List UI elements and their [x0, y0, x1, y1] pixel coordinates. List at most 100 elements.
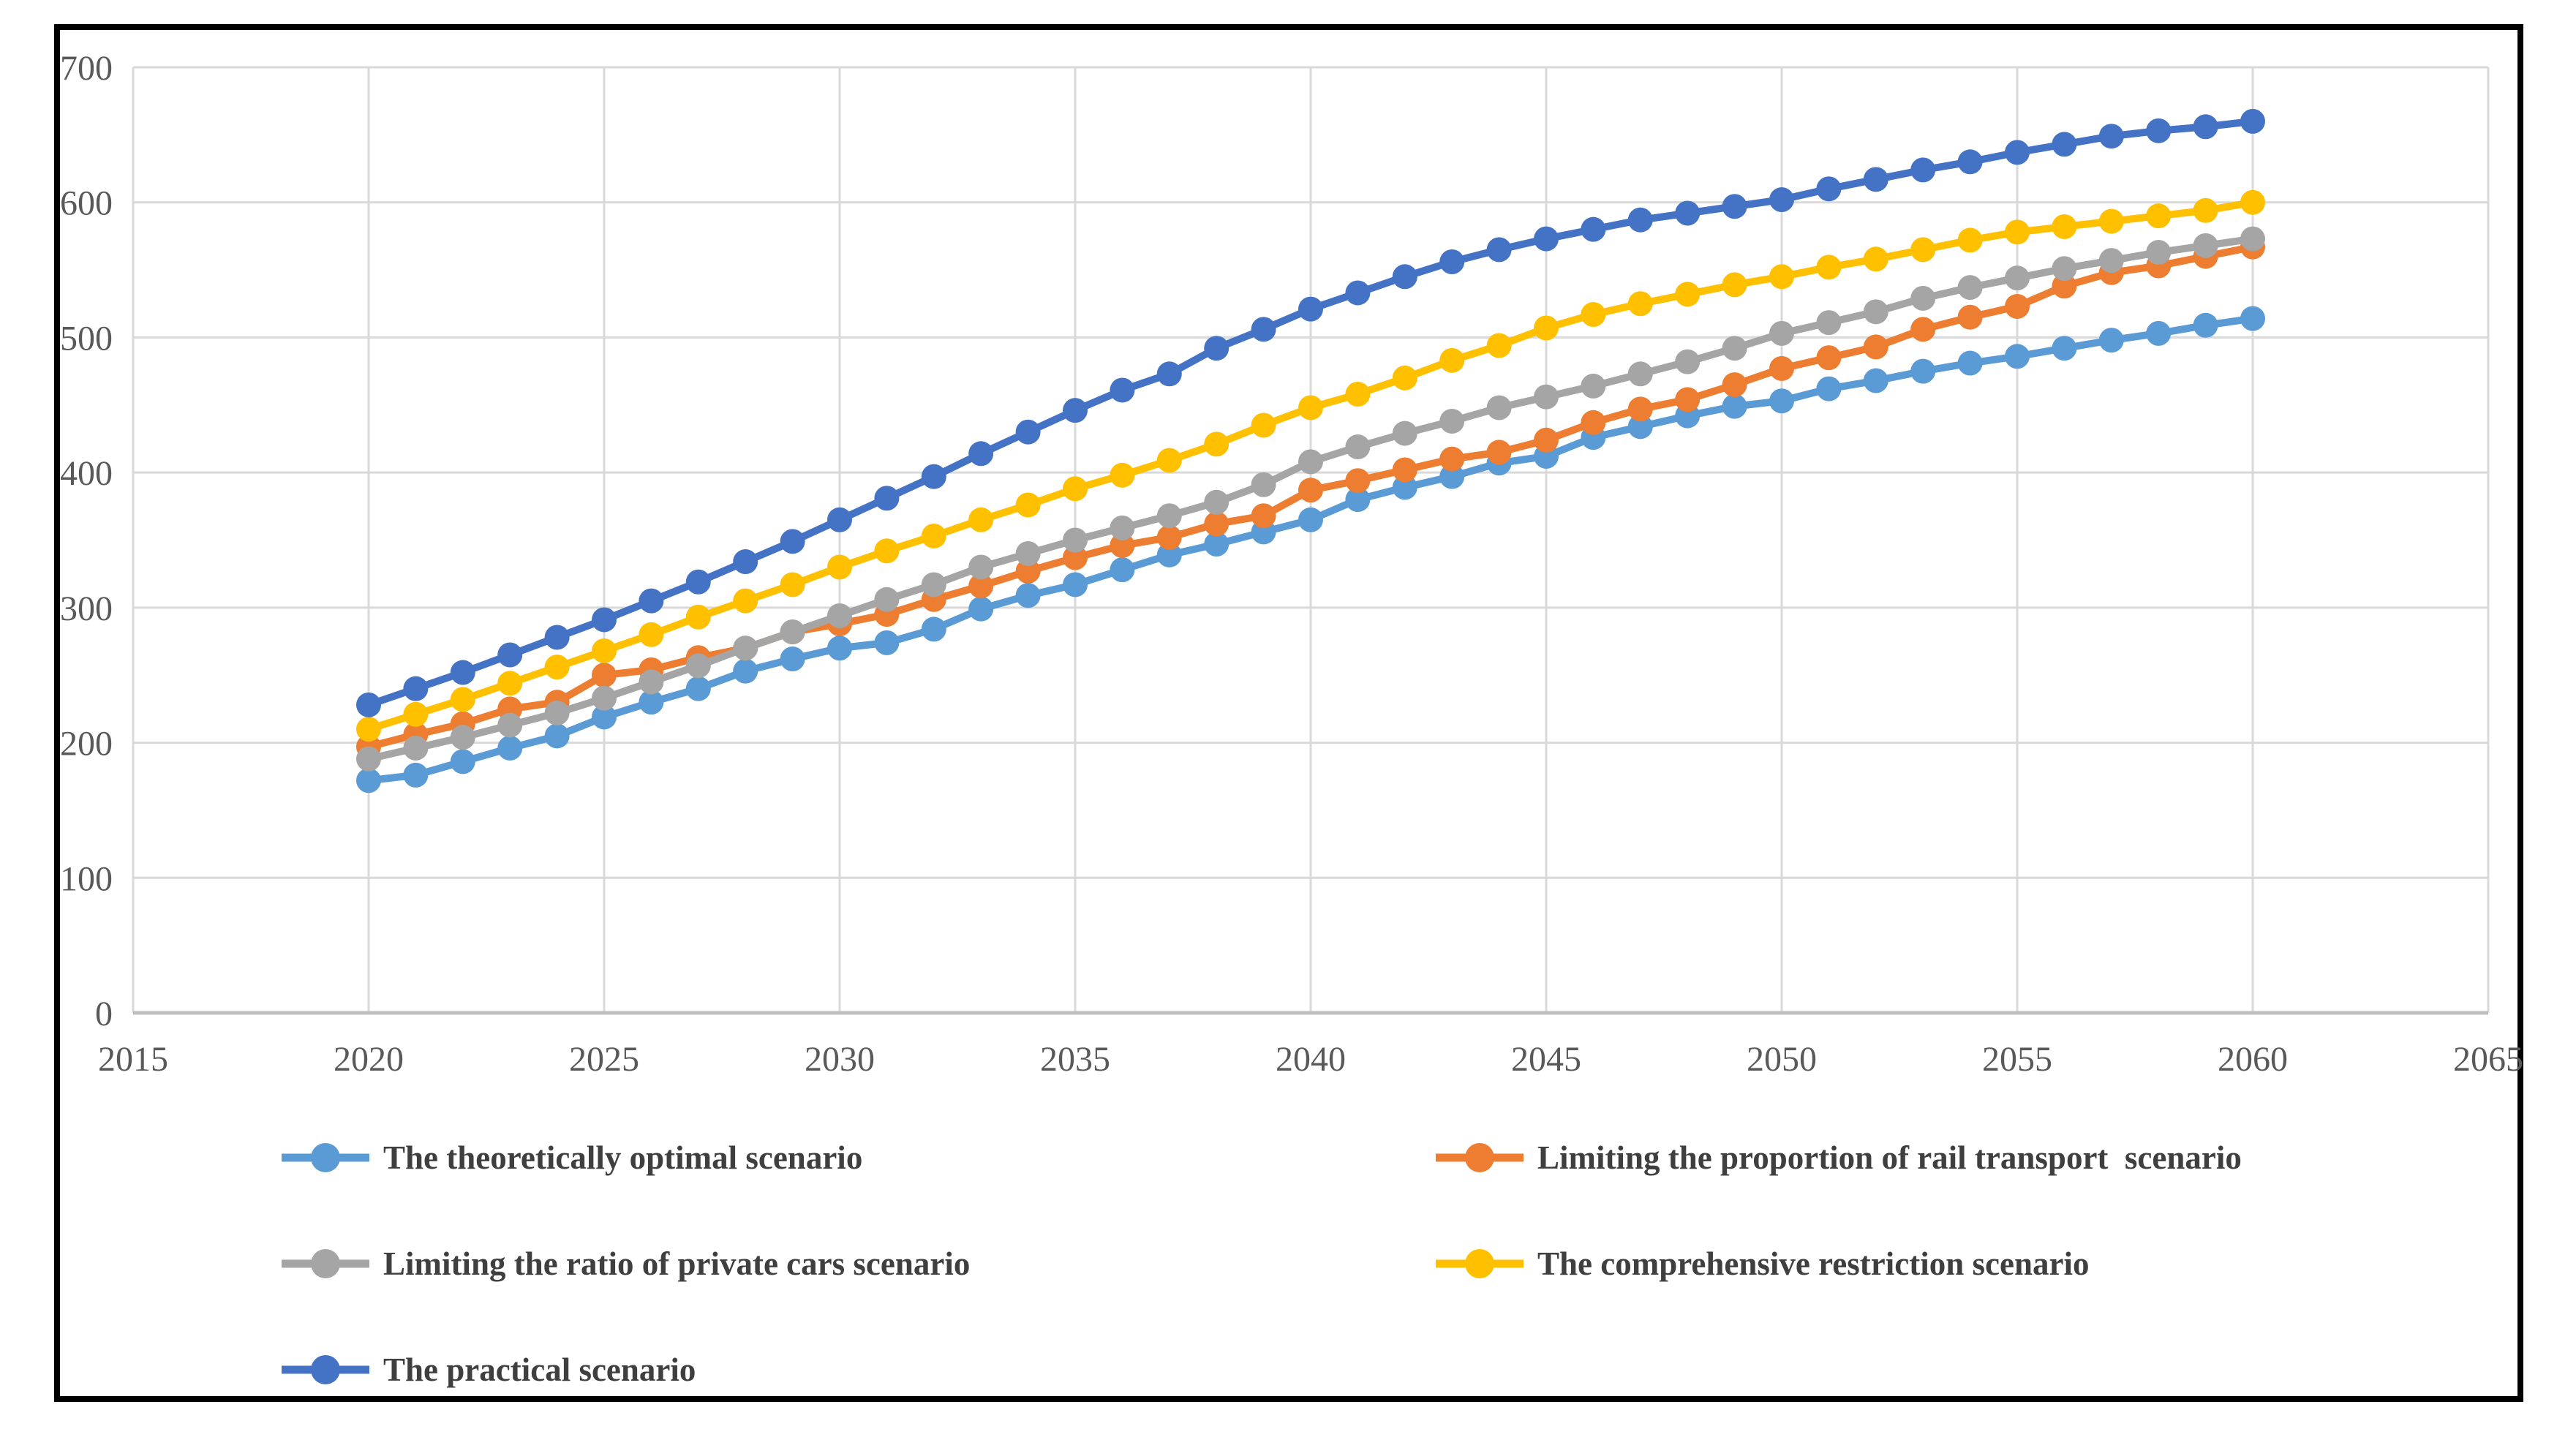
- data-point: [356, 692, 381, 717]
- legend-label: Limiting the ratio of private cars scena…: [383, 1245, 971, 1282]
- data-point: [968, 441, 994, 467]
- data-point: [1204, 532, 1229, 557]
- data-point: [780, 572, 805, 597]
- data-point: [1110, 532, 1135, 558]
- data-point: [1581, 373, 1606, 399]
- series-points-private-cars: [356, 226, 2265, 772]
- data-point: [356, 768, 381, 793]
- legend-item-private-cars: Limiting the ratio of private cars scena…: [279, 1241, 970, 1286]
- data-point: [1439, 446, 1465, 472]
- x-tick-label-2045: 2045: [1511, 1040, 1581, 1079]
- data-point: [874, 486, 900, 511]
- data-point: [1392, 365, 1417, 391]
- data-point: [1392, 421, 1417, 446]
- data-point: [639, 669, 664, 695]
- data-point: [733, 588, 758, 614]
- data-point: [1439, 249, 1465, 274]
- data-point: [1627, 291, 1653, 317]
- data-point: [1863, 299, 1888, 325]
- data-point: [1722, 393, 1747, 419]
- data-point: [1769, 320, 1794, 346]
- data-point: [1156, 503, 1182, 529]
- data-point: [685, 569, 711, 595]
- data-point: [1769, 388, 1794, 414]
- data-point: [403, 701, 429, 727]
- data-point: [1345, 382, 1371, 407]
- y-tick-label-200: 200: [60, 725, 113, 763]
- x-tick-label-2060: 2060: [2218, 1040, 2288, 1079]
- data-point: [921, 572, 946, 597]
- data-point: [2193, 114, 2218, 140]
- data-point: [1439, 408, 1465, 434]
- data-point: [639, 690, 664, 715]
- data-point: [1298, 478, 1323, 503]
- data-point: [921, 464, 946, 489]
- legend-item-comprehensive-restriction: The comprehensive restriction scenario: [1434, 1241, 2089, 1286]
- data-point: [1251, 317, 1276, 342]
- data-point: [1910, 317, 1936, 342]
- data-point: [1957, 227, 1983, 253]
- data-point: [1816, 254, 1842, 280]
- data-point: [1063, 476, 1088, 502]
- legend-label: Limiting the proportion of rail transpor…: [1537, 1139, 2242, 1176]
- data-point: [1863, 167, 1888, 192]
- data-point: [780, 646, 805, 672]
- data-point: [2005, 344, 2030, 369]
- data-point: [1675, 282, 1701, 307]
- y-tick-label-400: 400: [60, 454, 113, 493]
- data-point: [1957, 275, 1983, 301]
- data-point: [2052, 274, 2077, 299]
- data-point: [1957, 304, 1983, 330]
- data-point: [2146, 203, 2172, 229]
- data-point: [1345, 468, 1371, 494]
- legend-marker-comprehensive-restriction: [1436, 1249, 1524, 1278]
- data-point: [1204, 431, 1229, 457]
- data-point: [921, 523, 946, 548]
- series-practical: [356, 108, 2265, 717]
- data-point: [968, 596, 994, 622]
- data-point: [2052, 132, 2077, 157]
- data-point: [1251, 503, 1276, 529]
- data-point: [685, 653, 711, 679]
- data-point: [1156, 448, 1182, 473]
- data-point: [733, 636, 758, 661]
- data-point: [874, 587, 900, 612]
- data-point: [1439, 347, 1465, 373]
- data-point: [685, 676, 711, 701]
- data-point: [356, 746, 381, 772]
- x-tick-label-2065: 2065: [2453, 1040, 2523, 1079]
- data-point: [1486, 333, 1512, 358]
- data-point: [1015, 558, 1041, 584]
- data-point: [1251, 412, 1276, 438]
- data-point: [921, 616, 946, 642]
- data-point: [827, 603, 852, 628]
- data-point: [1534, 315, 1559, 341]
- data-point: [1769, 355, 1794, 381]
- data-point: [1345, 280, 1371, 306]
- legend-item-rail-transport: Limiting the proportion of rail transpor…: [1434, 1135, 2242, 1180]
- data-point: [1015, 492, 1041, 518]
- data-point: [1063, 572, 1088, 597]
- data-point: [2005, 140, 2030, 165]
- data-point: [1298, 395, 1323, 421]
- y-tick-label-300: 300: [60, 589, 113, 628]
- series-layer: [356, 108, 2265, 793]
- data-point: [1910, 285, 1936, 311]
- data-point: [827, 554, 852, 580]
- series-comprehensive-restriction: [356, 189, 2265, 742]
- data-point: [450, 660, 475, 685]
- data-point: [1816, 345, 1842, 371]
- data-point: [2052, 256, 2077, 282]
- series-points-comprehensive-restriction: [356, 189, 2265, 742]
- data-point: [403, 762, 429, 788]
- data-point: [1816, 310, 1842, 336]
- data-point: [592, 663, 617, 688]
- data-point: [497, 671, 523, 696]
- data-point: [1110, 557, 1135, 583]
- data-point: [1156, 542, 1182, 567]
- data-point: [968, 507, 994, 532]
- data-point: [592, 607, 617, 633]
- data-point: [2193, 233, 2218, 258]
- data-point: [1957, 149, 1983, 175]
